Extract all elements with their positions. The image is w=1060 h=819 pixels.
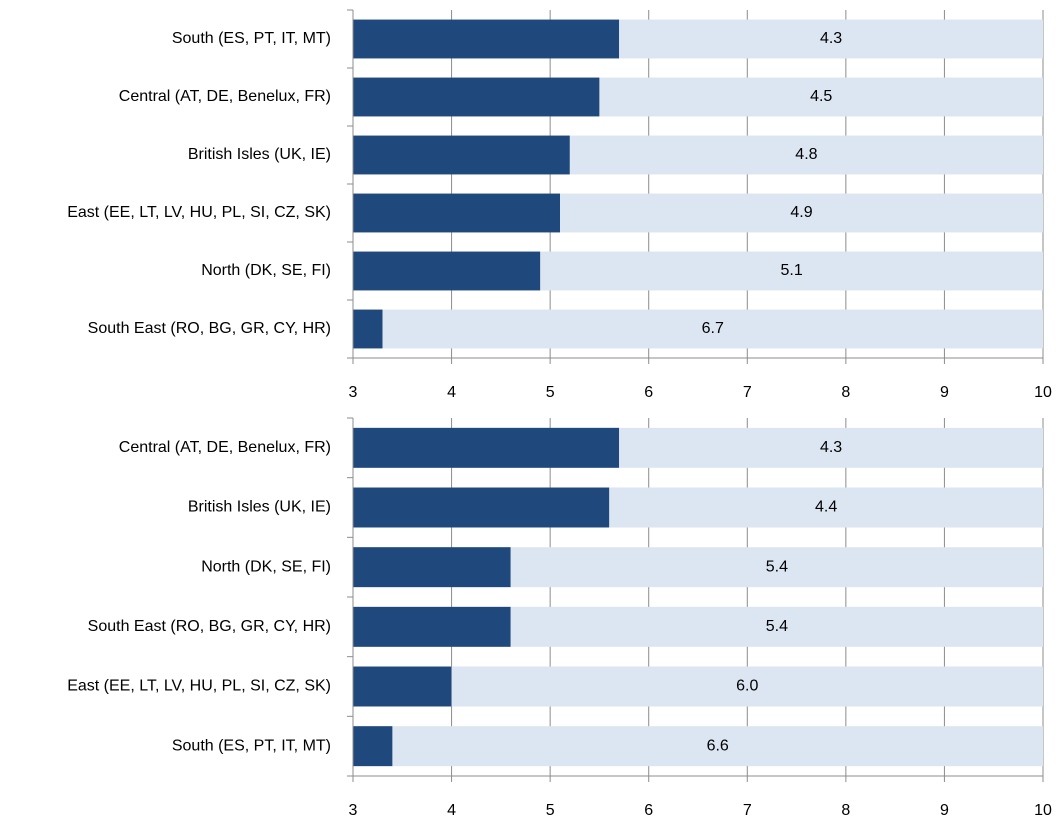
value-label: 4.8 bbox=[795, 146, 817, 163]
value-label: 4.3 bbox=[820, 439, 842, 456]
bar-segment bbox=[510, 547, 1043, 588]
x-tick-label: 4 bbox=[447, 802, 456, 819]
bar-segment bbox=[353, 193, 560, 233]
bar-segment bbox=[619, 19, 1043, 59]
category-label: British Isles (UK, IE) bbox=[188, 146, 331, 163]
bar-segment bbox=[353, 309, 383, 349]
bar-segment bbox=[353, 77, 600, 117]
bar-segment bbox=[560, 193, 1043, 233]
bar-segment bbox=[392, 726, 1043, 767]
bar-segment bbox=[353, 487, 610, 528]
category-label: South East (RO, BG, GR, CY, HR) bbox=[88, 320, 331, 337]
bar-segment bbox=[510, 606, 1043, 647]
x-tick-label: 7 bbox=[743, 802, 752, 819]
value-label: 6.6 bbox=[707, 737, 729, 754]
value-label: 4.4 bbox=[815, 499, 837, 516]
x-tick-label: 5 bbox=[546, 802, 555, 819]
value-label: 5.4 bbox=[766, 558, 788, 575]
bar-segment bbox=[540, 251, 1043, 291]
value-label: 5.1 bbox=[781, 262, 803, 279]
x-tick-label: 3 bbox=[349, 802, 358, 819]
category-label: Central (AT, DE, Benelux, FR) bbox=[119, 88, 331, 105]
bar-segment bbox=[599, 77, 1043, 117]
x-tick-label: 4 bbox=[447, 384, 456, 401]
category-label: East (EE, LT, LV, HU, PL, SI, CZ, SK) bbox=[67, 204, 331, 221]
value-label: 5.4 bbox=[766, 618, 788, 635]
bar-segment bbox=[353, 135, 570, 175]
x-tick-label: 8 bbox=[841, 802, 850, 819]
category-label: South East (RO, BG, GR, CY, HR) bbox=[88, 618, 331, 635]
category-label: Central (AT, DE, Benelux, FR) bbox=[119, 439, 331, 456]
category-label: South (ES, PT, IT, MT) bbox=[172, 737, 331, 754]
category-label: North (DK, SE, FI) bbox=[201, 558, 331, 575]
bar-segment bbox=[382, 309, 1044, 349]
x-tick-label: 7 bbox=[743, 384, 752, 401]
x-tick-label: 9 bbox=[940, 384, 949, 401]
category-label: British Isles (UK, IE) bbox=[188, 499, 331, 516]
bar-segment bbox=[609, 487, 1043, 528]
value-label: 4.9 bbox=[790, 204, 812, 221]
x-tick-label: 8 bbox=[841, 384, 850, 401]
x-tick-label: 6 bbox=[644, 384, 653, 401]
x-tick-label: 10 bbox=[1034, 802, 1052, 819]
x-tick-label: 10 bbox=[1034, 384, 1052, 401]
bar-segment bbox=[619, 427, 1043, 468]
category-label: South (ES, PT, IT, MT) bbox=[172, 30, 331, 47]
value-label: 4.5 bbox=[810, 88, 832, 105]
bar-segment bbox=[353, 427, 620, 468]
bar-segment bbox=[451, 666, 1044, 707]
bar-segment bbox=[569, 135, 1043, 175]
value-label: 4.3 bbox=[820, 30, 842, 47]
bar-segment bbox=[353, 19, 620, 59]
x-tick-label: 5 bbox=[546, 384, 555, 401]
x-tick-label: 3 bbox=[349, 384, 358, 401]
category-label: North (DK, SE, FI) bbox=[201, 262, 331, 279]
bar-segment bbox=[353, 251, 541, 291]
category-label: East (EE, LT, LV, HU, PL, SI, CZ, SK) bbox=[67, 678, 331, 695]
value-label: 6.0 bbox=[736, 678, 758, 695]
value-label: 6.7 bbox=[702, 320, 724, 337]
bar-segment bbox=[353, 547, 511, 588]
bar-segment bbox=[353, 666, 452, 707]
x-tick-label: 9 bbox=[940, 802, 949, 819]
x-tick-label: 6 bbox=[644, 802, 653, 819]
bar-segment bbox=[353, 606, 511, 647]
bar-segment bbox=[353, 726, 393, 767]
